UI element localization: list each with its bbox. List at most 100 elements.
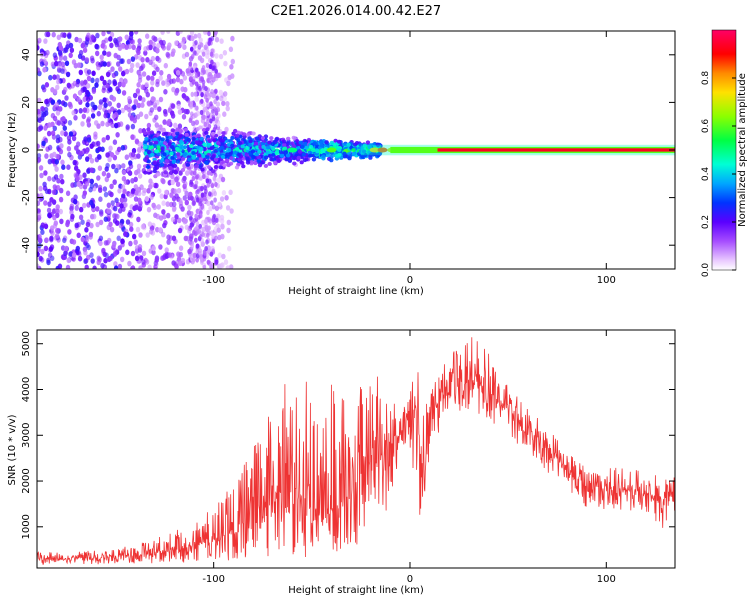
spectrogram-cell	[163, 89, 168, 95]
spectrogram-cell	[89, 143, 94, 149]
spectrogram-cell	[47, 175, 52, 182]
spectrogram-cell	[73, 115, 78, 121]
spectrogram-cell	[135, 62, 140, 68]
spectrogram-cell	[227, 147, 232, 152]
spectrogram-cell	[57, 263, 63, 269]
spectrogram-cell	[47, 158, 52, 165]
spectrogram-cell	[199, 109, 204, 116]
spectrogram-cell	[49, 236, 54, 243]
spectrogram-cell	[116, 61, 121, 67]
spectrogram-cell	[224, 126, 229, 133]
colorbar-ticks: 0.0 0.2 0.4 0.6 0.8	[701, 71, 736, 277]
spectrogram-cell	[44, 98, 49, 105]
spectrogram-cell	[90, 57, 95, 64]
spectrogram-cell	[59, 187, 64, 194]
spectrogram-cell	[198, 157, 204, 162]
spectrogram-cell	[102, 84, 107, 91]
spectrogram-cell	[52, 184, 57, 190]
spectrogram-cell	[297, 149, 303, 154]
spectrogram-cell	[141, 97, 146, 103]
spectrogram-cell	[176, 152, 181, 157]
spectrogram-cell	[212, 65, 217, 71]
spectrogram-cell	[221, 253, 226, 260]
colorbar-tick-label: 0.6	[701, 119, 711, 134]
spectrogram-cell	[50, 99, 56, 105]
spectrogram-cell	[206, 259, 211, 265]
spectrogram-cell	[191, 136, 196, 141]
spectrogram-cell	[171, 86, 176, 93]
spectrogram-cell	[82, 47, 88, 53]
spectrogram-cell	[256, 155, 261, 160]
spectrogram-cell	[60, 159, 65, 166]
spectrogram-cell	[52, 74, 57, 80]
spectrogram-cell	[162, 119, 167, 125]
spectrogram-cell	[89, 158, 95, 164]
spectrogram-cell	[162, 222, 167, 229]
spectrogram-cell	[197, 55, 203, 61]
spectrogram-cell	[200, 185, 204, 192]
spectrogram-cell	[146, 188, 151, 194]
spectrogram-cell	[214, 36, 220, 43]
spectrogram-cell	[109, 42, 114, 49]
spectrogram-cell	[64, 95, 69, 101]
spectrogram-cell	[117, 188, 122, 194]
spectrogram-cell	[67, 120, 73, 126]
spectrogram-cell	[155, 226, 160, 233]
spectrogram-cell	[168, 166, 173, 170]
spectrogram-cell	[377, 147, 388, 153]
spectrogram-cell	[161, 80, 166, 86]
spectrogram-cell	[161, 200, 166, 206]
snr-frame	[36, 329, 676, 569]
spectrogram-cell	[146, 100, 151, 107]
spectrogram-cell	[62, 55, 68, 61]
spectrogram-cell	[245, 160, 251, 165]
spectrogram-cell	[253, 161, 258, 166]
spectrogram-cell	[213, 32, 217, 38]
spectrogram-cell	[60, 130, 65, 136]
spectrogram-cell	[192, 230, 196, 236]
y-tick-label: 0	[21, 147, 32, 153]
spectrogram-cell	[194, 180, 199, 186]
spectrogram-cell	[178, 139, 184, 144]
spectrogram-cell	[156, 172, 161, 177]
spectrogram-cell	[265, 150, 270, 155]
spectrogram-cell	[159, 162, 165, 167]
spectrogram-cell	[146, 127, 151, 132]
spectrogram-cell	[195, 157, 200, 161]
spectrogram-cell	[95, 32, 100, 39]
spectrogram-cell	[169, 151, 174, 156]
spectrogram-cell	[220, 138, 225, 143]
spectrogram-cell	[108, 255, 114, 261]
spectrogram-cell	[183, 218, 188, 224]
spectrogram-cell	[210, 80, 214, 86]
spectrogram-cell	[181, 177, 186, 184]
spectrogram-cell	[189, 222, 194, 228]
spectrogram-cell	[151, 249, 156, 256]
spectrogram-cell	[247, 142, 252, 147]
spectrogram-cell	[127, 96, 132, 102]
spectrogram-cell	[164, 189, 169, 196]
spectrogram-cell	[95, 50, 100, 57]
spectrogram-cell	[207, 139, 212, 144]
spectrogram-cell	[207, 165, 212, 170]
spectrogram-cell	[196, 133, 201, 138]
spectrogram-cell	[105, 134, 111, 141]
spectrogram-cell	[85, 156, 90, 162]
spectrogram-cell	[169, 192, 174, 198]
spectrogram-cell	[122, 189, 127, 195]
spectrogram-cell	[72, 159, 77, 166]
spectrogram-cell	[186, 137, 191, 142]
spectrogram-cell	[184, 51, 190, 58]
spectrogram-cell	[163, 170, 168, 175]
spectrogram-cell	[151, 202, 156, 209]
spectrogram-cell	[70, 213, 75, 220]
spectrogram-cell	[203, 195, 207, 202]
spectrogram-cell	[117, 81, 123, 88]
spectrogram-cell	[156, 42, 161, 49]
spectrogram-cell	[61, 164, 66, 170]
spectrogram-cell	[114, 167, 119, 174]
spectrogram-y-label: Frequency (Hz)	[7, 112, 18, 188]
spectrogram-cell	[43, 245, 49, 252]
spectrogram-cell	[81, 113, 87, 120]
spectrogram-cell	[169, 78, 174, 85]
